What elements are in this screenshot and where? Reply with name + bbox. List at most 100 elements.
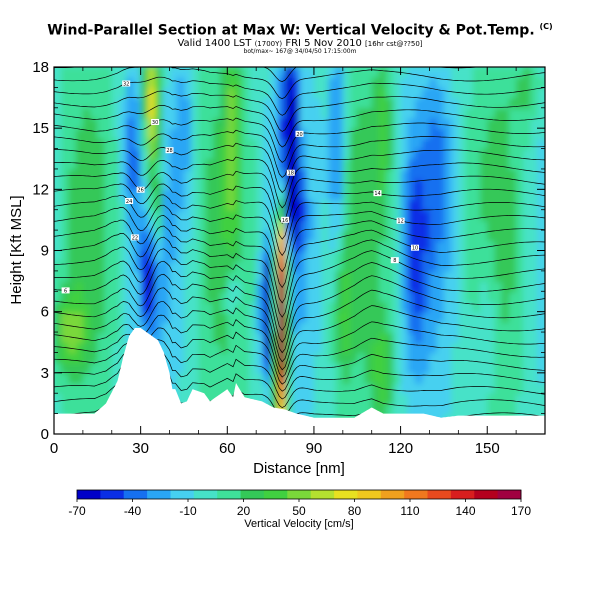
velocity-cell [61,240,70,252]
velocity-cell [501,158,510,170]
velocity-cell [328,311,337,323]
velocity-cell [350,97,358,109]
velocity-cell [436,260,445,272]
velocity-cell [133,97,142,109]
velocity-cell [97,240,106,252]
velocity-cell [415,168,423,180]
velocity-cell [90,332,99,344]
velocity-cell [97,77,106,89]
velocity-cell [313,372,322,384]
velocity-cell [184,128,192,140]
velocity-cell [458,362,467,374]
velocity-cell [184,332,192,344]
velocity-cell [227,250,236,262]
velocity-cell [313,393,322,405]
velocity-cell [458,301,467,313]
velocity-cell [422,189,431,201]
velocity-cell [191,219,200,231]
velocity-cell [234,179,243,191]
velocity-cell [458,403,467,415]
velocity-cell [270,291,279,303]
velocity-cell [299,158,308,170]
velocity-cell [501,342,510,354]
velocity-cell [133,179,142,191]
velocity-cell [299,383,308,394]
y-tick-label: 6 [41,304,49,321]
velocity-cell [285,77,294,89]
velocity-cell [451,128,460,140]
colorbar-swatch [77,490,101,499]
velocity-cell [335,179,344,191]
velocity-cell [465,281,474,293]
velocity-cell [465,168,474,180]
velocity-cell [415,291,423,303]
velocity-cell [415,67,423,78]
velocity-cell [436,393,445,405]
velocity-cell [480,281,488,293]
velocity-cell [119,219,127,231]
velocity-cell [126,321,135,333]
isentrope-label-bg [390,257,399,264]
velocity-cell [494,260,503,272]
isentrope-line [54,301,545,371]
velocity-cell [241,270,250,282]
velocity-cell [335,230,344,242]
velocity-cell [321,372,330,384]
velocity-cell [162,230,171,242]
velocity-cell [184,281,192,293]
velocity-cell [205,230,214,242]
velocity-cell [205,393,214,405]
velocity-cell [378,148,387,160]
velocity-cell [75,138,84,150]
velocity-cell [328,393,337,405]
velocity-cell [256,342,265,354]
velocity-cell [234,128,243,140]
velocity-cell [263,291,272,303]
velocity-cell [407,250,416,262]
velocity-cell [537,209,545,221]
velocity-cell [516,87,525,99]
velocity-cell [429,250,438,262]
velocity-cell [263,301,272,313]
velocity-cell [523,352,532,364]
velocity-cell [458,372,467,384]
velocity-cell [61,189,70,201]
velocity-cell [263,97,272,109]
velocity-cell [523,393,532,405]
velocity-cell [68,128,77,140]
velocity-cell [241,332,250,344]
velocity-cell [328,403,337,415]
velocity-cell [241,138,250,150]
velocity-cell [169,372,178,384]
velocity-cell [516,209,525,221]
velocity-cell [205,97,214,109]
velocity-cell [61,77,70,89]
velocity-cell [516,158,525,170]
velocity-cell [378,250,387,262]
velocity-cell [241,291,250,303]
velocity-cell [82,291,91,303]
velocity-cell [530,189,539,201]
velocity-cell [350,199,358,211]
velocity-cell [335,87,344,99]
velocity-cell [429,209,438,221]
velocity-cell [68,403,77,415]
velocity-cell [501,332,510,344]
velocity-cell [501,301,510,313]
velocity-cell [198,352,207,364]
velocity-cell [516,383,525,394]
velocity-cell [386,393,395,405]
velocity-cell [119,138,127,150]
velocity-cell [422,291,431,303]
velocity-cell [256,352,265,364]
velocity-cell [299,342,308,354]
velocity-cell [256,281,265,293]
velocity-cell [90,189,99,201]
velocity-cell [241,321,250,333]
velocity-cell [400,209,409,221]
velocity-cell [220,148,229,160]
velocity-cell [176,168,185,180]
velocity-cell [429,383,438,394]
velocity-cell [111,158,120,170]
velocity-cell [480,342,488,354]
